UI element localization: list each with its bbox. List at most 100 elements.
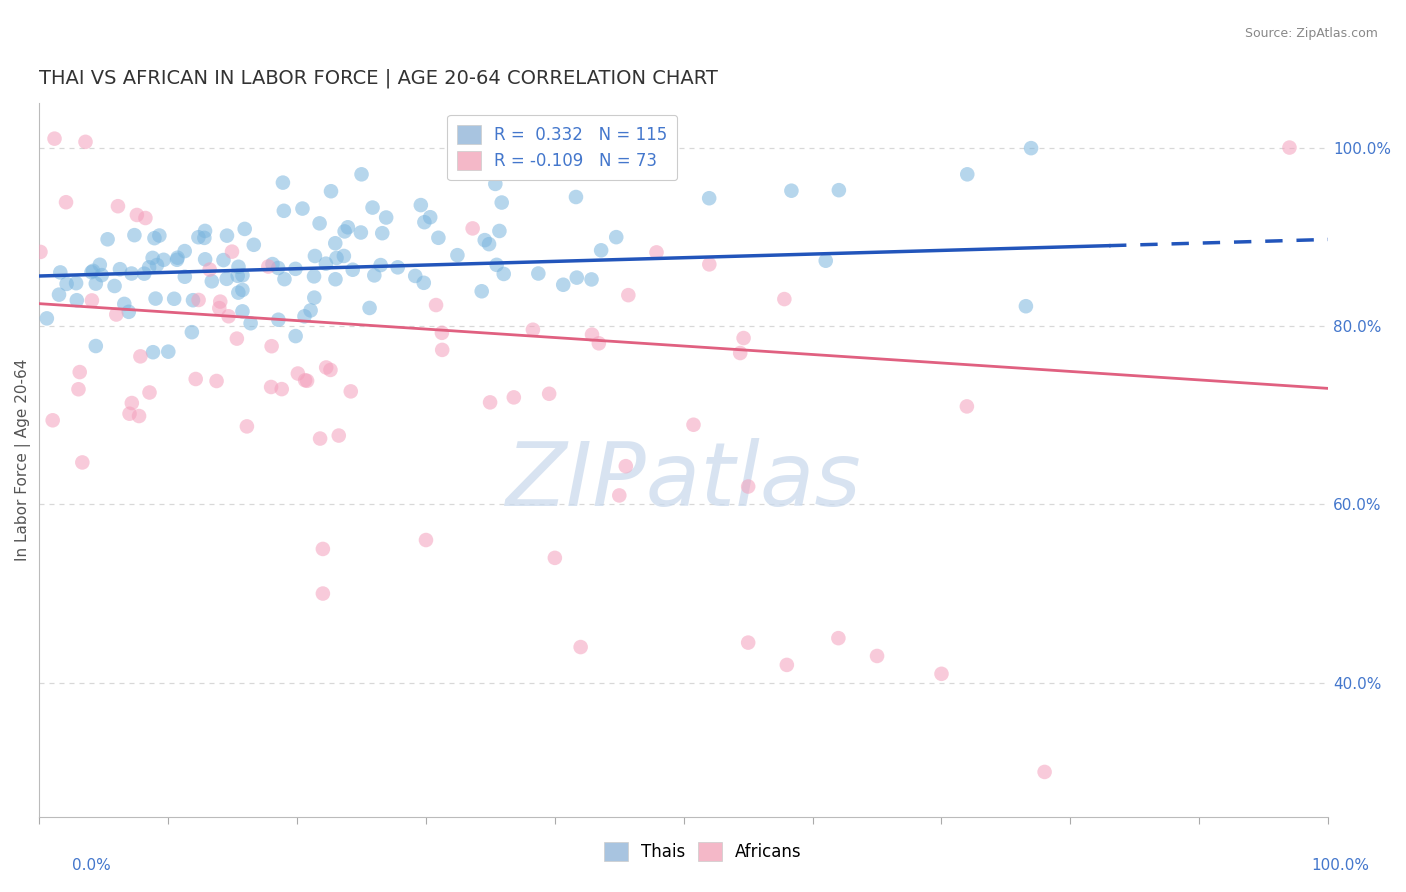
Point bbox=[157, 344, 180, 359]
Point bbox=[544, 550, 567, 565]
Point bbox=[522, 323, 544, 337]
Point bbox=[284, 329, 307, 343]
Point bbox=[233, 222, 256, 236]
Point bbox=[121, 267, 143, 281]
Point bbox=[209, 294, 232, 309]
Text: Source: ZipAtlas.com: Source: ZipAtlas.com bbox=[1244, 27, 1378, 40]
Point bbox=[118, 305, 141, 319]
Point bbox=[737, 479, 759, 493]
Point bbox=[333, 224, 356, 238]
Point bbox=[138, 385, 160, 400]
Point bbox=[645, 245, 668, 260]
Point bbox=[273, 203, 295, 218]
Point bbox=[194, 252, 217, 267]
Point bbox=[105, 308, 128, 322]
Text: THAI VS AFRICAN IN LABOR FORCE | AGE 20-64 CORRELATION CHART: THAI VS AFRICAN IN LABOR FORCE | AGE 20-… bbox=[39, 69, 718, 88]
Point bbox=[166, 252, 188, 267]
Point bbox=[55, 195, 77, 210]
Point bbox=[485, 258, 508, 272]
Point bbox=[194, 224, 217, 238]
Point bbox=[350, 226, 373, 240]
Point bbox=[138, 260, 160, 275]
Point bbox=[605, 230, 627, 244]
Point bbox=[370, 258, 392, 272]
Point bbox=[145, 292, 167, 306]
Point bbox=[291, 202, 314, 216]
Point bbox=[228, 285, 250, 300]
Point bbox=[295, 374, 318, 388]
Point bbox=[304, 291, 326, 305]
Point bbox=[236, 419, 259, 434]
Point bbox=[315, 360, 337, 375]
Point bbox=[271, 176, 294, 190]
Point bbox=[553, 277, 575, 292]
Point bbox=[492, 267, 515, 281]
Point bbox=[866, 648, 889, 663]
Point bbox=[299, 303, 322, 318]
Point bbox=[773, 292, 796, 306]
Point bbox=[304, 249, 326, 263]
Point bbox=[409, 198, 432, 212]
Point bbox=[413, 215, 436, 229]
Point bbox=[581, 327, 603, 342]
Point bbox=[82, 264, 104, 278]
Point bbox=[69, 365, 91, 379]
Point bbox=[239, 316, 262, 330]
Point bbox=[319, 363, 342, 377]
Point bbox=[65, 276, 87, 290]
Point bbox=[614, 459, 637, 474]
Point bbox=[315, 257, 337, 271]
Point bbox=[538, 386, 561, 401]
Point bbox=[180, 325, 202, 339]
Point bbox=[371, 226, 394, 240]
Point bbox=[35, 311, 58, 326]
Point bbox=[697, 257, 720, 271]
Point bbox=[430, 326, 453, 340]
Point bbox=[328, 428, 350, 442]
Point bbox=[780, 184, 803, 198]
Point bbox=[163, 292, 186, 306]
Point bbox=[733, 331, 755, 345]
Point bbox=[294, 373, 316, 387]
Point bbox=[294, 310, 316, 324]
Point bbox=[143, 231, 166, 245]
Point bbox=[1015, 299, 1038, 313]
Point bbox=[956, 400, 979, 414]
Point bbox=[336, 220, 359, 235]
Point bbox=[484, 177, 506, 191]
Point bbox=[270, 382, 292, 396]
Point bbox=[737, 635, 759, 649]
Point bbox=[446, 248, 468, 262]
Point bbox=[309, 432, 332, 446]
Point bbox=[221, 244, 243, 259]
Point bbox=[80, 265, 103, 279]
Point bbox=[617, 288, 640, 302]
Point bbox=[231, 268, 253, 283]
Point bbox=[226, 268, 249, 283]
Point bbox=[90, 268, 112, 282]
Point bbox=[55, 277, 77, 291]
Point bbox=[1278, 140, 1301, 154]
Point bbox=[41, 413, 63, 427]
Point bbox=[474, 233, 496, 247]
Point bbox=[312, 586, 335, 600]
Point bbox=[342, 262, 364, 277]
Point bbox=[166, 251, 188, 265]
Point bbox=[49, 265, 72, 279]
Point bbox=[67, 382, 90, 396]
Point bbox=[260, 339, 283, 353]
Point bbox=[89, 258, 111, 272]
Point bbox=[225, 332, 247, 346]
Point bbox=[205, 374, 228, 388]
Point bbox=[581, 272, 603, 286]
Point bbox=[262, 257, 284, 271]
Text: 0.0%: 0.0% bbox=[72, 858, 111, 873]
Point bbox=[956, 167, 979, 181]
Point bbox=[142, 345, 165, 359]
Point bbox=[173, 244, 195, 259]
Point bbox=[273, 272, 295, 286]
Point bbox=[103, 279, 125, 293]
Point bbox=[415, 533, 437, 547]
Point bbox=[319, 184, 342, 198]
Point bbox=[142, 251, 165, 265]
